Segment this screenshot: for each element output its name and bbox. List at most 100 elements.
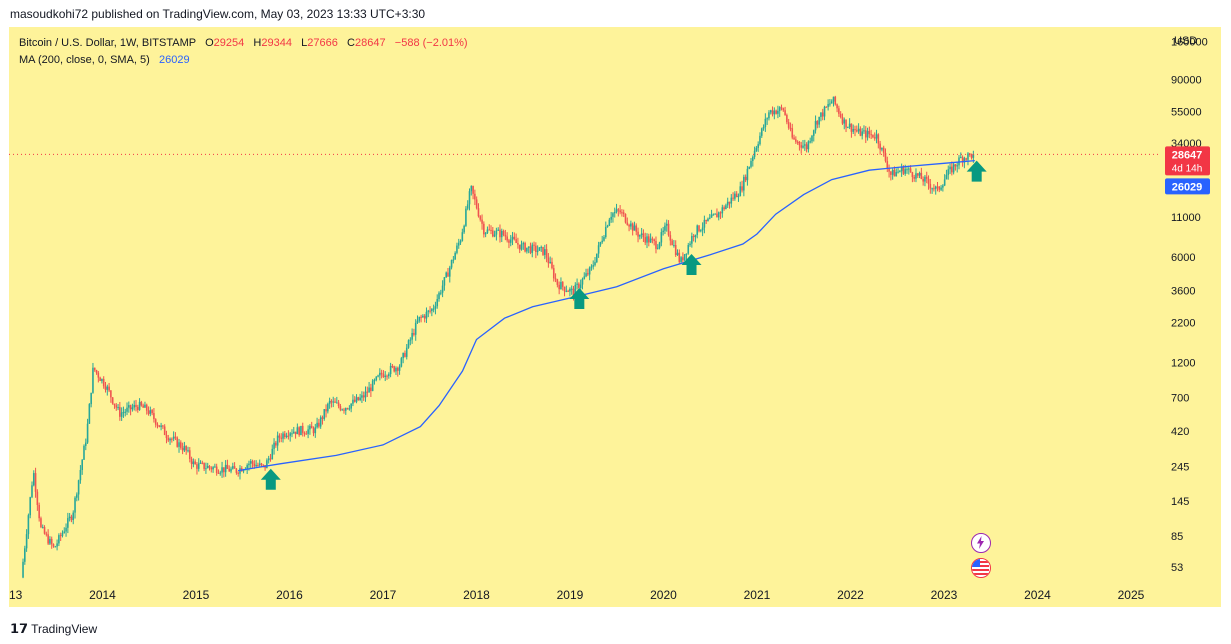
ohlc-open-label: O [205,37,214,49]
candle-body [366,391,369,393]
candle-body [416,320,419,323]
candle-body [791,128,794,138]
candle-body [115,405,118,408]
candle-body [500,230,503,238]
candle-body [895,172,898,177]
candle-body [504,234,507,237]
candle-body [820,112,822,117]
candle-body [965,158,967,160]
candle-body [719,212,722,214]
candle-body [796,141,799,143]
candle-body [544,249,546,255]
candle-body [782,108,785,111]
candle-body [753,150,756,157]
ma-legend-row[interactable]: MA (200, close, 0, SMA, 5) 26029 [19,52,468,69]
x-tick-label: 2023 [931,588,958,602]
tradingview-logo-icon: 𝟭𝟳 [10,621,29,636]
candle-body [839,113,842,118]
candle-body [407,340,410,348]
candle-body [409,339,412,341]
us-flag-icon[interactable] [971,558,991,578]
candle-body [900,167,903,172]
x-tick-label: 2020 [650,588,677,602]
candle-body [845,119,847,128]
candle-body [181,447,184,451]
candle-body [972,154,975,158]
candle-body [160,425,162,427]
chart-pane[interactable]: USD 160000 90000 55000 34000 11000 6000 3600 220… [9,27,1221,607]
candle-body [120,412,123,417]
price-chart[interactable]: USD1600009000055000340001100060003600220… [9,27,1221,607]
candle-body [872,134,874,138]
candle-body [787,122,790,128]
candle-body [454,252,456,260]
candle-body [321,417,324,419]
candle-body [622,212,625,214]
candle-body [823,106,826,117]
candle-body [696,225,699,235]
candle-body [253,463,256,467]
candle-body [350,403,352,409]
candle-body [877,134,880,144]
symbol-legend-row[interactable]: Bitcoin / U.S. Dollar, 1W, BITSTAMP O292… [19,35,468,52]
candle-body [741,186,743,191]
bolt-icon[interactable] [971,533,991,553]
candle-body [628,224,630,227]
candle-body [223,467,225,473]
candle-body [106,386,109,390]
candle-body [414,322,417,335]
candle-body [352,399,354,404]
candle-body [940,187,942,190]
candle-body [341,409,343,411]
candle-body [804,144,806,146]
candle-body [483,223,485,235]
footer-bar: 𝟭𝟳 TradingView [0,612,1231,644]
candle-body [780,107,783,109]
candle-body [246,465,248,470]
candle-body [163,426,166,435]
candle-body [221,467,223,473]
y-tick-label: 6000 [1171,252,1195,264]
candle-body [922,179,924,182]
candle-body [436,299,439,307]
x-tick-label: 2013 [9,588,23,602]
candle-body [34,473,37,492]
candle-body [266,460,268,469]
candle-body [74,497,76,513]
candle-body [866,130,869,138]
candle-body [588,267,591,275]
candle-body [307,429,309,434]
candle-body [942,185,944,188]
candle-body [388,374,390,377]
candle-body [68,516,71,519]
ma-price-label-bg [1165,178,1210,195]
candle-body [404,352,406,357]
candle-body [194,461,196,465]
candle-body [348,408,351,410]
candle-body [581,278,584,285]
candle-body [465,208,467,226]
candle-body [377,375,379,377]
candle-body [836,104,838,109]
candle-body [936,186,939,188]
candle-body [524,242,526,252]
candle-body [232,466,234,469]
candle-body [183,445,186,451]
candle-body [328,400,331,404]
candle-body [879,143,881,150]
tradingview-logo[interactable]: 𝟭𝟳 TradingView [10,621,97,637]
candle-body [891,169,894,175]
candle-body [669,235,672,241]
candle-body [291,433,293,435]
candle-body [540,246,543,248]
candle-body [450,260,453,268]
candle-body [298,427,300,436]
candle-body [838,108,840,114]
candle-body [477,208,480,217]
candle-body [545,249,548,258]
candle-body [811,135,813,142]
candle-body [327,403,329,412]
candle-body [908,168,910,170]
candle-body [440,292,442,294]
candle-body [748,166,751,169]
